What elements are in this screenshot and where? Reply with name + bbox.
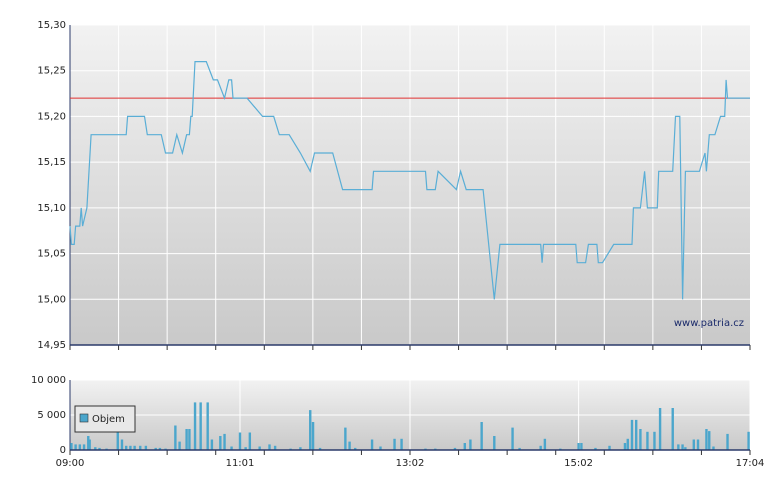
volume-bar <box>206 402 209 450</box>
y-tick-label: 15,30 <box>37 20 66 31</box>
volume-bar <box>174 425 177 450</box>
volume-bar <box>309 410 312 450</box>
volume-bar <box>677 444 680 450</box>
watermark: www.patria.cz <box>674 318 744 329</box>
vertical-grid <box>118 25 702 345</box>
legend-swatch <box>79 413 89 423</box>
y-tick-label: 15,20 <box>37 111 66 122</box>
volume-bar <box>311 422 315 450</box>
volume-bar <box>129 445 132 450</box>
volume-bar <box>712 446 715 450</box>
volume-bar <box>379 446 382 450</box>
volume-bar <box>518 447 521 450</box>
volume-bar <box>543 438 547 450</box>
volume-bar <box>299 447 302 450</box>
volume-bar <box>400 438 403 450</box>
volume-bar <box>87 436 90 450</box>
y-tick-label: 15,25 <box>37 66 66 77</box>
volume-bar <box>88 439 91 450</box>
volume-bar <box>493 436 496 450</box>
volume-bar <box>273 445 277 450</box>
volume-bar <box>178 441 181 450</box>
volume-bar <box>577 443 580 450</box>
volume-bar <box>158 447 162 450</box>
volume-bar <box>120 439 124 450</box>
volume-bar <box>94 447 97 450</box>
y-tick-label: 15,15 <box>37 157 66 168</box>
volume-bar <box>154 447 157 450</box>
y-tick-label: 15,00 <box>37 294 66 305</box>
volume-bar <box>705 429 708 450</box>
x-tick-label: 09:00 <box>56 458 85 469</box>
volume-bar <box>70 443 73 450</box>
volume-bar <box>726 433 729 450</box>
volume-bar <box>626 438 629 450</box>
volume-bar <box>199 402 202 450</box>
y-tick-label: 14,95 <box>37 340 66 351</box>
volume-bar <box>463 443 466 450</box>
volume-bar <box>74 444 77 450</box>
volume-bar <box>248 432 252 450</box>
y-tick-label: 15,10 <box>37 203 66 214</box>
volume-bar <box>692 439 696 450</box>
volume-bar <box>98 447 101 450</box>
volume-bar <box>268 444 271 450</box>
volume-bar <box>393 438 396 450</box>
volume-bar <box>653 431 656 450</box>
y-tick-label: 15,05 <box>37 249 66 260</box>
volume-bar <box>139 445 142 450</box>
x-tick-label: 17:04 <box>736 458 765 469</box>
volume-bar <box>78 444 82 450</box>
volume-bar <box>344 427 347 450</box>
volume-bar <box>608 445 611 450</box>
x-tick-label: 15:02 <box>564 458 593 469</box>
volume-bar <box>671 408 674 450</box>
volume-bar <box>594 447 597 450</box>
volume-bar <box>580 443 583 450</box>
volume-bar <box>634 419 638 450</box>
volume-bar <box>116 425 119 450</box>
volume-bar <box>124 445 128 450</box>
x-tick-label: 13:02 <box>396 458 425 469</box>
volume-bar <box>370 439 374 450</box>
volume-bar <box>348 441 351 450</box>
volume-bar <box>511 427 514 450</box>
volume-bar <box>318 447 322 450</box>
y-tick-label: 0 <box>60 445 66 456</box>
volume-bar <box>708 431 711 450</box>
y-tick-label: 10 000 <box>31 375 66 386</box>
volume-bar <box>133 445 136 450</box>
volume-bar <box>539 445 542 450</box>
volume-bar <box>188 429 191 450</box>
volume-bar <box>658 408 662 450</box>
volume-bar <box>681 444 684 450</box>
volume-bar <box>630 419 634 450</box>
y-tick-label: 5 000 <box>37 410 66 421</box>
volume-bar <box>639 429 642 450</box>
volume-bar <box>258 446 261 450</box>
legend-label: Objem <box>92 414 125 425</box>
volume-bar <box>144 445 148 450</box>
x-tick-label: 11:01 <box>226 458 255 469</box>
volume-bar <box>82 444 86 450</box>
price-line <box>69 61 750 300</box>
volume-bar <box>219 436 222 450</box>
volume-bar <box>684 447 687 450</box>
volume-bar <box>480 422 483 450</box>
volume-bar <box>646 431 649 450</box>
volume-bar <box>453 447 457 450</box>
volume-bar <box>223 433 226 450</box>
volume-bar <box>747 431 750 450</box>
volume-bar <box>696 439 700 450</box>
volume-bar <box>469 439 472 450</box>
volume-bar <box>193 402 197 450</box>
volume-bar <box>623 443 627 450</box>
volume-bar <box>230 446 233 450</box>
volume-bar <box>244 447 247 450</box>
volume-bar <box>210 439 214 450</box>
volume-bar <box>185 429 188 450</box>
volume-bar <box>354 447 357 450</box>
volume-bar <box>238 432 242 450</box>
